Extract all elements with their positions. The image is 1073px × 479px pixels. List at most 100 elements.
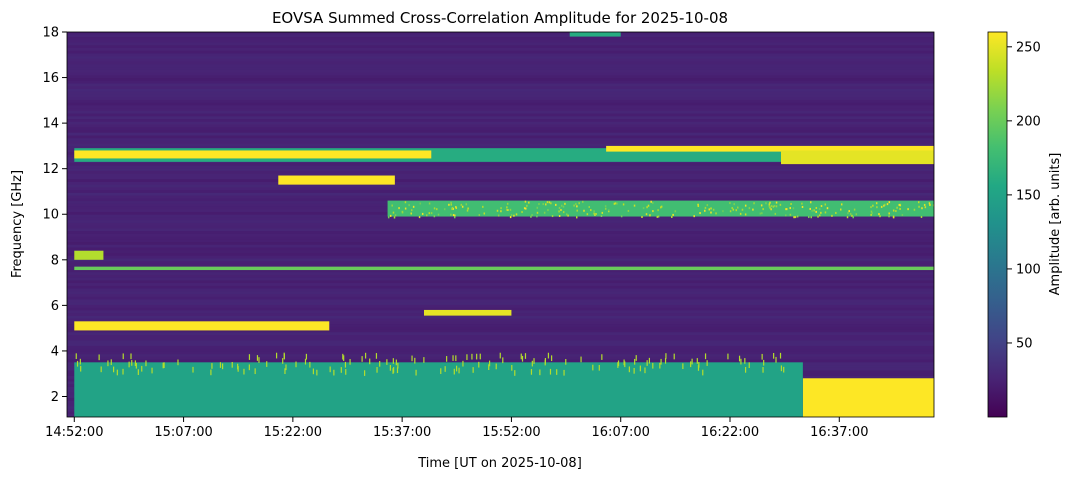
heatmap-stripe — [67, 165, 934, 169]
heatmap-speckle — [389, 214, 392, 217]
heatmap-speckle — [649, 214, 651, 217]
heatmap-speckle — [824, 203, 827, 206]
heatmap-speckle — [774, 212, 777, 215]
y-tick-label: 14 — [42, 117, 59, 132]
heatmap-stripe — [67, 263, 934, 267]
heatmap-speckle — [674, 210, 677, 213]
heatmap-stripe — [67, 64, 934, 68]
heatmap-speckle — [763, 359, 765, 366]
heatmap-stripe — [67, 258, 934, 262]
heatmap-speckle — [614, 202, 617, 205]
heatmap-speckle — [379, 360, 381, 367]
heatmap-speckle — [691, 358, 693, 365]
heatmap-speckle — [547, 352, 550, 359]
heatmap-speckle — [549, 368, 552, 375]
heatmap-speckle — [876, 206, 878, 209]
y-tick-label: 4 — [51, 344, 59, 359]
heatmap-speckle — [536, 211, 539, 214]
heatmap-speckle — [163, 362, 165, 369]
heatmap-stripe — [67, 39, 934, 43]
heatmap-stripe — [67, 56, 934, 59]
heatmap-stripe — [67, 135, 934, 139]
heatmap-speckle — [510, 214, 513, 217]
heatmap-stripe — [67, 162, 934, 166]
y-tick-label: 8 — [51, 253, 59, 268]
heatmap-speckle — [137, 369, 139, 375]
heatmap-stripe — [67, 272, 934, 275]
heatmap-speckle — [855, 213, 858, 216]
heatmap-speckle — [433, 207, 436, 210]
heatmap-stripe — [67, 88, 934, 92]
heatmap-speckle — [551, 215, 554, 218]
heatmap-speckle — [524, 353, 527, 359]
heatmap-stripe — [67, 233, 934, 237]
heatmap-speckle — [542, 203, 544, 206]
y-axis: 2 4 6 8 10 12 14 16 18 — [42, 26, 67, 405]
colorbar-label: Amplitude [arb. units] — [1048, 153, 1063, 296]
heatmap-speckle — [641, 216, 643, 219]
heatmap-speckle — [446, 356, 448, 362]
heatmap-speckle — [899, 204, 902, 207]
heatmap-feature — [278, 175, 395, 185]
heatmap-feature — [74, 250, 104, 260]
heatmap-speckle — [818, 214, 821, 217]
heatmap-speckle — [408, 204, 410, 207]
heatmap-speckle — [428, 212, 431, 215]
heatmap-speckle — [664, 357, 667, 364]
heatmap-speckle — [526, 204, 528, 207]
heatmap-speckle — [826, 207, 829, 210]
heatmap-speckle — [248, 364, 250, 371]
heatmap-speckle — [715, 212, 717, 215]
heatmap-speckle — [455, 207, 458, 210]
heatmap-stripe — [67, 105, 934, 109]
heatmap-speckle — [433, 215, 436, 218]
x-tick-label: 14:52:00 — [45, 425, 103, 440]
heatmap-speckle — [466, 209, 469, 212]
heatmap-speckle — [773, 204, 776, 207]
heatmap-features — [74, 32, 934, 417]
heatmap-speckle — [345, 369, 347, 375]
heatmap-speckle — [846, 216, 849, 219]
heatmap-speckle — [628, 366, 630, 373]
heatmap-stripe — [67, 110, 934, 114]
heatmap-speckle — [620, 215, 623, 218]
heatmap-speckle — [820, 211, 822, 214]
heatmap-speckle — [530, 369, 533, 375]
heatmap-speckle — [309, 361, 311, 368]
heatmap-speckle — [704, 353, 707, 360]
x-tick-label: 15:37:00 — [373, 425, 431, 440]
heatmap-speckle — [266, 361, 268, 367]
heatmap-speckle — [740, 358, 742, 365]
heatmap-speckle — [582, 200, 584, 203]
heatmap-plot-area — [67, 32, 934, 417]
heatmap-speckle — [769, 206, 771, 209]
heatmap-speckle — [772, 205, 775, 208]
heatmap-stripe — [67, 72, 934, 76]
heatmap-speckle — [404, 207, 407, 210]
heatmap-speckle — [548, 201, 551, 204]
heatmap-stripe — [67, 195, 934, 199]
heatmap-speckle — [128, 361, 130, 368]
heatmap-speckle — [575, 203, 577, 206]
heatmap-speckle — [706, 204, 709, 207]
heatmap-stripe — [67, 285, 934, 289]
heatmap-speckle — [423, 357, 425, 363]
heatmap-speckle — [131, 360, 133, 366]
heatmap-speckle — [499, 352, 501, 359]
heatmap-speckle — [412, 205, 415, 208]
x-tick-label: 15:52:00 — [482, 425, 540, 440]
heatmap-speckle — [917, 201, 920, 204]
heatmap-stripe — [67, 91, 934, 95]
heatmap-speckle — [635, 355, 637, 361]
heatmap-stripe — [67, 337, 934, 341]
heatmap-speckle — [505, 208, 508, 211]
heatmap-speckle — [762, 367, 764, 373]
heatmap-speckle — [509, 216, 512, 219]
heatmap-speckle — [840, 203, 843, 206]
heatmap-stripe — [67, 67, 934, 70]
heatmap-speckle — [820, 205, 823, 208]
heatmap-speckle — [929, 203, 931, 206]
heatmap-row-stripes — [67, 32, 934, 417]
heatmap-stripe — [67, 168, 934, 171]
heatmap-stripe — [67, 102, 934, 106]
